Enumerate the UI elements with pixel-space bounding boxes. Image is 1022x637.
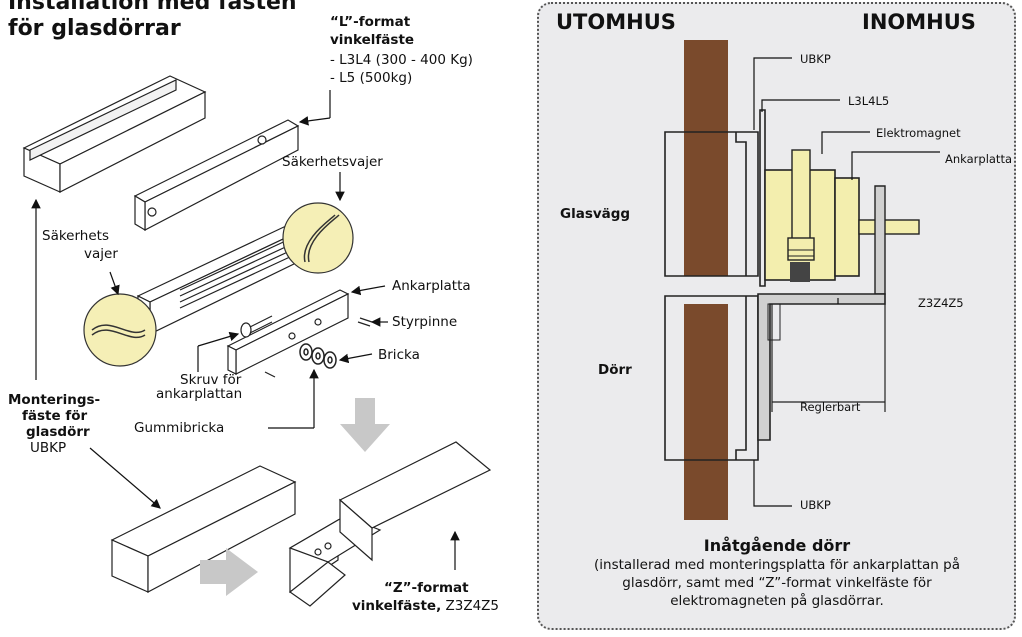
label-ankarplatta: Ankarplatta xyxy=(392,278,471,294)
z-format-line1: “Z”-format xyxy=(384,580,469,596)
label-skruv-line1: Skruv för xyxy=(180,372,242,388)
label-sakerhets-line1: Säkerhets xyxy=(42,228,109,244)
z-format-line2-wrap: vinkelfäste, Z3Z4Z5 xyxy=(352,598,499,614)
label-sakerhets-line2: vajer xyxy=(84,246,118,262)
door xyxy=(684,304,728,520)
label-sakerhetsvajer: Säkerhetsvajer xyxy=(282,154,383,170)
callout-lines xyxy=(31,90,460,570)
caption-title: Inåtgående dörr xyxy=(703,536,851,555)
glass-wall xyxy=(684,40,728,276)
electromagnet-body xyxy=(136,225,300,335)
l-format-title2: vinkelfäste xyxy=(330,32,415,48)
ubkp-bracket-bottom xyxy=(110,465,297,593)
label-z3z4z5: Z3Z4Z5 xyxy=(918,296,964,310)
label-inomhus: INOMHUS xyxy=(862,10,976,34)
caption: Inåtgående dörr (installerad med monteri… xyxy=(540,536,1014,610)
label-montering-line3: glasdörr xyxy=(26,424,90,440)
label-ankarplatta-right: Ankarplatta xyxy=(945,152,1012,166)
l-bracket xyxy=(133,119,300,232)
anchor-plate-section xyxy=(834,177,860,277)
installation-drawing xyxy=(22,75,492,607)
z-bracket-section xyxy=(757,293,886,441)
guide-pin xyxy=(264,317,373,378)
caption-line3: elektromagneten på glasdörrar. xyxy=(670,593,884,609)
l-format-title1: “L”-format xyxy=(330,14,411,30)
caption-line1: (installerad med monteringsplatta för an… xyxy=(594,557,960,573)
z-format-model: Z3Z4Z5 xyxy=(445,598,500,614)
caption-line2: glasdörr, samt med “Z”-format vinkelfäst… xyxy=(622,575,932,591)
label-montering-line1: Monterings- xyxy=(8,392,101,408)
screw xyxy=(240,315,273,338)
security-wire-detail-left xyxy=(83,293,157,367)
label-bricka: Bricka xyxy=(378,347,420,363)
washers xyxy=(299,343,337,369)
label-ubkp-top: UBKP xyxy=(800,52,831,66)
label-montering-line4: UBKP xyxy=(30,440,67,456)
title-line1: Installation med fästen xyxy=(8,0,297,15)
label-reglerbart: Reglerbart xyxy=(800,400,861,414)
label-montering-line2: fäste för xyxy=(22,408,88,424)
anchor-plate xyxy=(226,289,350,375)
l-format-item1: - L3L4 (300 - 400 Kg) xyxy=(330,52,473,68)
down-arrow xyxy=(340,398,390,452)
label-l3l4l5: L3L4L5 xyxy=(848,94,890,108)
z-bracket xyxy=(288,441,492,607)
label-utomhus: UTOMHUS xyxy=(556,10,676,34)
cross-section-callouts xyxy=(753,57,940,507)
label-ubkp-bottom: UBKP xyxy=(800,498,831,512)
l-format-item2: - L5 (500kg) xyxy=(330,70,413,86)
title-line2: för glasdörrar xyxy=(8,16,181,41)
label-gummibricka: Gummibricka xyxy=(134,420,225,436)
cross-section-panel xyxy=(537,2,1016,630)
label-dorr: Dörr xyxy=(598,362,632,378)
right-arrow xyxy=(200,548,258,596)
label-skruv-line2: ankarplattan xyxy=(156,386,243,402)
cross-section-drawing xyxy=(664,40,940,520)
label-elektromagnet: Elektromagnet xyxy=(876,126,961,140)
security-wire-detail-right xyxy=(282,202,354,274)
label-styrpinne: Styrpinne xyxy=(392,314,458,330)
ubkp-bracket-top xyxy=(22,75,207,193)
adjustable-dimension xyxy=(771,304,886,412)
label-glasvagg: Glasvägg xyxy=(560,206,631,222)
z-format-line2: vinkelfäste, xyxy=(352,598,442,614)
